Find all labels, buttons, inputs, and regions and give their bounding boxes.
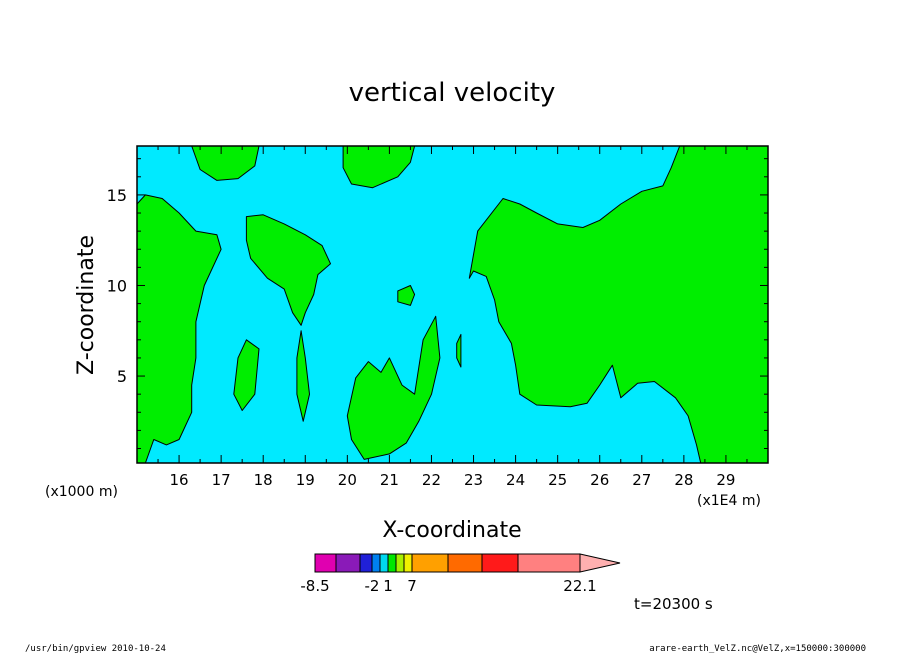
contour-region-left-column	[137, 194, 222, 463]
x-tick-label: 18	[254, 471, 273, 489]
colorbar-tick-label: 7	[407, 577, 417, 595]
contour-region-right-mass	[468, 146, 768, 463]
colorbar-segment	[359, 553, 373, 573]
x-tick-label: 27	[632, 471, 651, 489]
colorbar-segment	[447, 553, 483, 573]
colorbar-extend-arrow	[579, 553, 621, 573]
x-tick-label: 17	[212, 471, 231, 489]
colorbar-segment	[411, 553, 449, 573]
colorbar-segment	[387, 553, 397, 573]
contour-region-top-center-blob	[342, 146, 416, 189]
contour-region-narrow-streak	[296, 330, 310, 422]
time-label: t=20300 s	[634, 595, 713, 613]
colorbar-segment	[481, 553, 519, 573]
x-tick-label: 25	[548, 471, 567, 489]
colorbar-segment	[395, 553, 405, 573]
contour-region-center-blobs	[346, 315, 441, 460]
y-tick-label: 5	[117, 367, 127, 386]
colorbar-tick-label: -8.5	[300, 577, 329, 595]
footer-left: /usr/bin/gpview 2010-10-24	[25, 644, 166, 654]
x-axis-ticks: 16 17 18 19 20 21 22 23 24 25 26 27 28 29	[136, 146, 769, 489]
chart-title: vertical velocity	[349, 78, 556, 108]
contour-region-small-blob-c	[456, 333, 462, 368]
x-tick-label: 16	[170, 471, 189, 489]
x-tick-label: 20	[338, 471, 357, 489]
colorbar-segment	[335, 553, 361, 573]
contour-region-mid-left-blob	[245, 214, 331, 326]
colorbar-tick-labels: -8.5 -2 1 7 22.1	[300, 577, 596, 595]
contour-region-top-left-blob	[191, 146, 260, 181]
y-axis-ticks: 5 10 15	[107, 158, 768, 450]
colorbar	[314, 553, 621, 573]
contour-regions	[137, 146, 768, 463]
contour-region-small-blob-b	[397, 285, 416, 306]
colorbar-segment	[314, 553, 337, 573]
colorbar-segment	[371, 553, 381, 573]
colorbar-segment	[517, 553, 581, 573]
x-tick-label: 22	[422, 471, 441, 489]
x-unit-left: (x1000 m)	[45, 484, 118, 500]
x-tick-label: 24	[506, 471, 525, 489]
x-tick-label: 21	[380, 471, 399, 489]
colorbar-tick-label: 1	[383, 577, 393, 595]
y-tick-label: 15	[107, 186, 127, 205]
x-unit-right: (x1E4 m)	[697, 493, 761, 509]
x-tick-label: 29	[716, 471, 735, 489]
colorbar-segment	[379, 553, 389, 573]
x-tick-label: 28	[674, 471, 693, 489]
y-tick-label: 10	[107, 276, 127, 295]
colorbar-segment	[403, 553, 413, 573]
x-tick-label: 23	[464, 471, 483, 489]
x-axis-label: X-coordinate	[382, 518, 521, 543]
x-tick-label: 26	[590, 471, 609, 489]
contour-region-small-blob-a	[233, 339, 260, 411]
footer-right: arare-earth_VelZ.nc@VelZ,x=150000:300000	[649, 644, 866, 654]
colorbar-tick-label: -2	[365, 577, 380, 595]
colorbar-tick-label: 22.1	[563, 577, 596, 595]
y-axis-label: Z-coordinate	[74, 235, 99, 375]
x-tick-label: 19	[296, 471, 315, 489]
